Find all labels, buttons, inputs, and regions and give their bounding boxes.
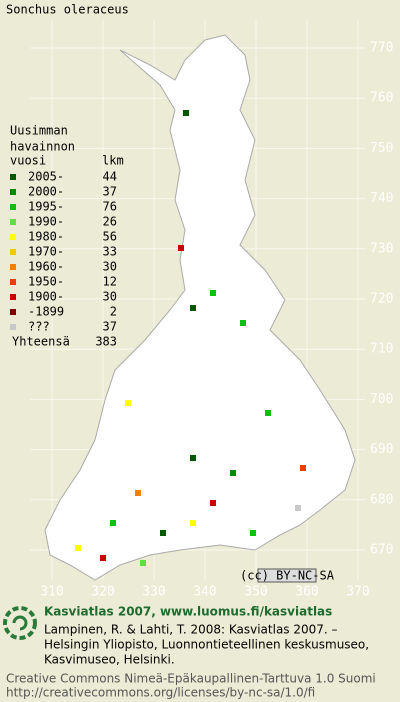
legend-label: 1995- (28, 200, 64, 214)
legend: 2005- 44 2000- 37 1995- 76 1990- 26 1980- 56 1970-… (10, 170, 117, 334)
legend-swatch (10, 324, 16, 330)
legend-count: 30 (103, 260, 117, 274)
square (135, 490, 141, 496)
square (230, 470, 236, 476)
license-badge: (cc) BY-NC-SA (240, 569, 335, 583)
north-label: 690 (370, 442, 393, 457)
legend-swatch (10, 174, 16, 180)
legend-label: 1960- (28, 260, 64, 274)
legend-count: 2 (110, 305, 117, 319)
legend-label: 2005- (28, 170, 64, 184)
legend-swatch (10, 204, 16, 210)
square (300, 465, 306, 471)
square (140, 560, 146, 566)
legend-total: 383 (95, 335, 117, 349)
east-label: 320 (91, 585, 114, 600)
citation: Lampinen, R. & Lahti, T. 2008: Kasviatla… (44, 623, 338, 637)
square (210, 500, 216, 506)
square (190, 305, 196, 311)
north-label: 740 (370, 191, 393, 206)
title: Sonchus oleraceus (6, 3, 129, 17)
east-label: 310 (40, 585, 63, 600)
legend-swatch (10, 189, 16, 195)
east-label: 360 (295, 585, 318, 600)
legend-count: 26 (103, 215, 117, 229)
legend-count: 33 (103, 245, 117, 259)
legend-count: 12 (103, 275, 117, 289)
finland-outline (44, 34, 356, 581)
legend-swatch (10, 234, 16, 240)
legend-label: ??? (28, 320, 50, 334)
legend-label: 1970- (28, 245, 64, 259)
legend-label: 1900- (28, 290, 64, 304)
north-label: 670 (370, 543, 393, 558)
square (210, 290, 216, 296)
legend-heading: vuosi (10, 154, 46, 168)
citation: Kasvimuseo, Helsinki. (44, 653, 175, 667)
square (250, 530, 256, 536)
square (110, 520, 116, 526)
footer-heading: Kasviatlas 2007, www.luomus.fi/kasviatla… (44, 605, 332, 619)
square (190, 520, 196, 526)
north-label: 750 (370, 141, 393, 156)
legend-swatch (10, 219, 16, 225)
square (183, 110, 189, 116)
legend-swatch (10, 294, 16, 300)
citation: Helsingin Yliopisto, Luonnontieteellinen… (44, 638, 369, 652)
north-label: 710 (370, 342, 393, 357)
legend-count: 37 (103, 320, 117, 334)
legend-count: 76 (103, 200, 117, 214)
square (178, 245, 184, 251)
license-text: Creative Commons Nimeä-Epäkaupallinen-Ta… (6, 672, 376, 686)
east-label: 330 (142, 585, 165, 600)
legend-swatch (10, 249, 16, 255)
square (100, 555, 106, 561)
legend-count: 37 (103, 185, 117, 199)
legend-label: 1980- (28, 230, 64, 244)
north-label: 770 (370, 41, 393, 56)
north-label: 700 (370, 392, 393, 407)
east-label: 370 (346, 585, 369, 600)
legend-label: 1990- (28, 215, 64, 229)
square (75, 545, 81, 551)
north-label: 730 (370, 241, 393, 256)
square (125, 400, 131, 406)
legend-count: 30 (103, 290, 117, 304)
legend-swatch (10, 279, 16, 285)
square (160, 530, 166, 536)
square (240, 320, 246, 326)
east-label: 340 (193, 585, 216, 600)
legend-heading: havainnon (10, 140, 75, 154)
license-badge-box (257, 568, 317, 583)
square (295, 505, 301, 511)
legend-count-heading: lkm (102, 154, 124, 168)
logo (3, 606, 37, 640)
legend-swatch (10, 264, 16, 270)
legend-label: 2000- (28, 185, 64, 199)
legend-count: 44 (103, 170, 117, 184)
legend-count: 56 (103, 230, 117, 244)
legend-swatch (10, 309, 16, 315)
legend-total-label: Yhteensä (12, 335, 70, 349)
east-label: 350 (244, 585, 267, 600)
north-label: 760 (370, 91, 393, 106)
legend-label: -1899 (28, 305, 64, 319)
license-url: http://creativecommons.org/licenses/by-n… (6, 686, 315, 700)
square (190, 455, 196, 461)
north-label: 720 (370, 292, 393, 307)
north-label: 680 (370, 492, 393, 507)
square (265, 410, 271, 416)
legend-label: 1950- (28, 275, 64, 289)
observation-squares (75, 110, 306, 566)
legend-heading: Uusimman (10, 124, 68, 138)
